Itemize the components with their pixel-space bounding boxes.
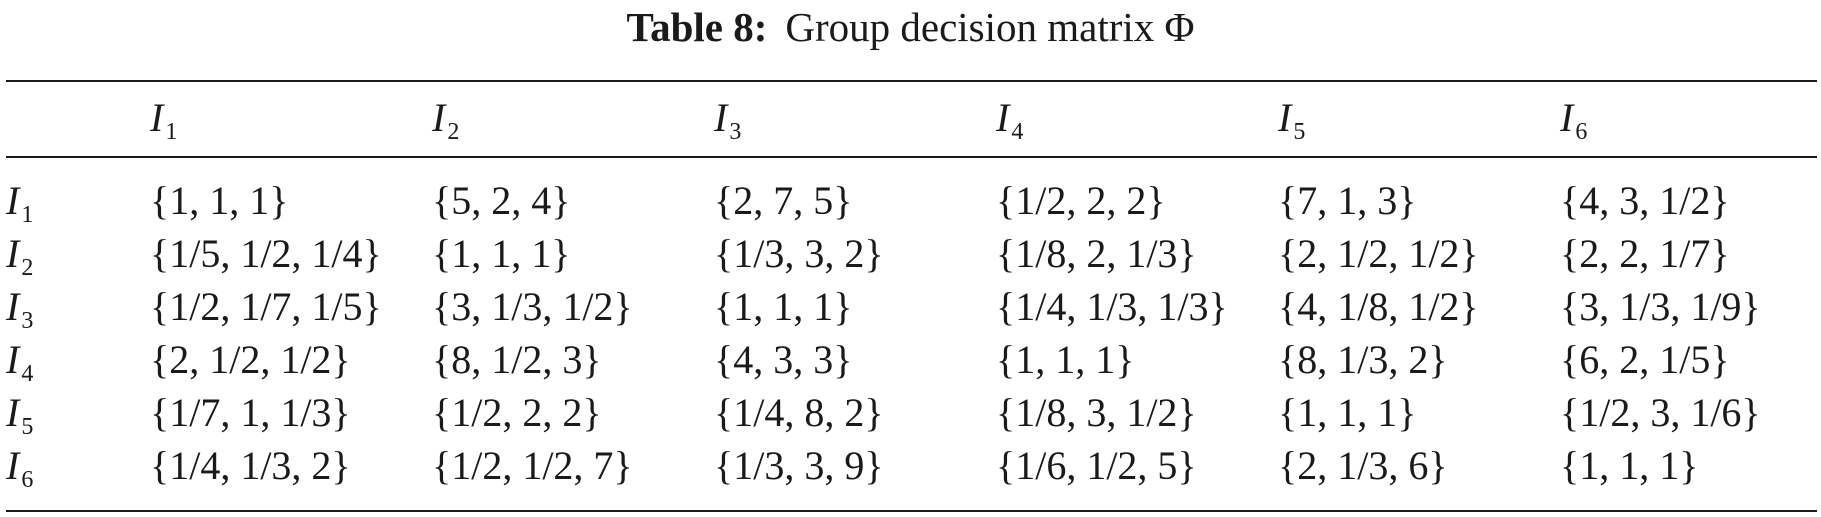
table-header-rule xyxy=(6,156,1817,158)
table-bottom-rule xyxy=(6,510,1817,512)
row-header-4: I4 xyxy=(6,337,34,387)
column-header-6: I6 xyxy=(1560,95,1588,145)
table-cell: {1, 1, 1} xyxy=(1560,443,1699,488)
row-header-3: I3 xyxy=(6,284,34,334)
table-cell: {2, 1/3, 6} xyxy=(1278,443,1448,488)
table-cell: {1/4, 8, 2} xyxy=(714,390,884,435)
table-cell: {3, 1/3, 1/2} xyxy=(432,284,633,329)
table-cell: {2, 1/2, 1/2} xyxy=(1278,231,1479,276)
table-cell: {1/3, 3, 2} xyxy=(714,231,884,276)
table-cell: {1/2, 1/7, 1/5} xyxy=(150,284,382,329)
table-cell: {1, 1, 1} xyxy=(1278,390,1417,435)
table-cell: {1, 1, 1} xyxy=(996,337,1135,382)
table-cell: {3, 1/3, 1/9} xyxy=(1560,284,1761,329)
table-cell: {1, 1, 1} xyxy=(150,178,289,223)
table-cell: {1/8, 2, 1/3} xyxy=(996,231,1197,276)
table-cell: {1/3, 3, 9} xyxy=(714,443,884,488)
table-cell: {1/6, 1/2, 5} xyxy=(996,443,1197,488)
column-header-4: I4 xyxy=(996,95,1024,145)
table-cell: {1/2, 1/2, 7} xyxy=(432,443,633,488)
table-cell: {2, 2, 1/7} xyxy=(1560,231,1730,276)
row-header-6: I6 xyxy=(6,443,34,493)
table-cell: {2, 1/2, 1/2} xyxy=(150,337,351,382)
table-cell: {1/7, 1, 1/3} xyxy=(150,390,351,435)
table-cell: {1/2, 2, 2} xyxy=(996,178,1166,223)
column-header-5: I5 xyxy=(1278,95,1306,145)
column-header-1: I1 xyxy=(150,95,178,145)
table-cell: {1/2, 2, 2} xyxy=(432,390,602,435)
table-cell: {1, 1, 1} xyxy=(714,284,853,329)
row-header-2: I2 xyxy=(6,231,34,281)
table-cell: {1/8, 3, 1/2} xyxy=(996,390,1197,435)
table-cell: {7, 1, 3} xyxy=(1278,178,1417,223)
table-cell: {5, 2, 4} xyxy=(432,178,571,223)
table-top-rule xyxy=(6,80,1817,82)
table-caption: Table 8: Group decision matrix Φ xyxy=(0,2,1821,52)
table-cell: {1, 1, 1} xyxy=(432,231,571,276)
row-header-1: I1 xyxy=(6,178,34,228)
table-title: Group decision matrix Φ xyxy=(785,4,1195,50)
table-cell: {1/4, 1/3, 1/3} xyxy=(996,284,1228,329)
table-cell: {1/2, 3, 1/6} xyxy=(1560,390,1761,435)
table-cell: {1/4, 1/3, 2} xyxy=(150,443,351,488)
table-cell: {8, 1/2, 3} xyxy=(432,337,602,382)
row-header-5: I5 xyxy=(6,390,34,440)
table-cell: {4, 3, 3} xyxy=(714,337,853,382)
column-header-3: I3 xyxy=(714,95,742,145)
table-cell: {2, 7, 5} xyxy=(714,178,853,223)
table-cell: {4, 1/8, 1/2} xyxy=(1278,284,1479,329)
column-header-2: I2 xyxy=(432,95,460,145)
table-label: Table 8: xyxy=(626,4,768,50)
table-cell: {4, 3, 1/2} xyxy=(1560,178,1730,223)
table-cell: {1/5, 1/2, 1/4} xyxy=(150,231,382,276)
table-cell: {8, 1/3, 2} xyxy=(1278,337,1448,382)
table-cell: {6, 2, 1/5} xyxy=(1560,337,1730,382)
